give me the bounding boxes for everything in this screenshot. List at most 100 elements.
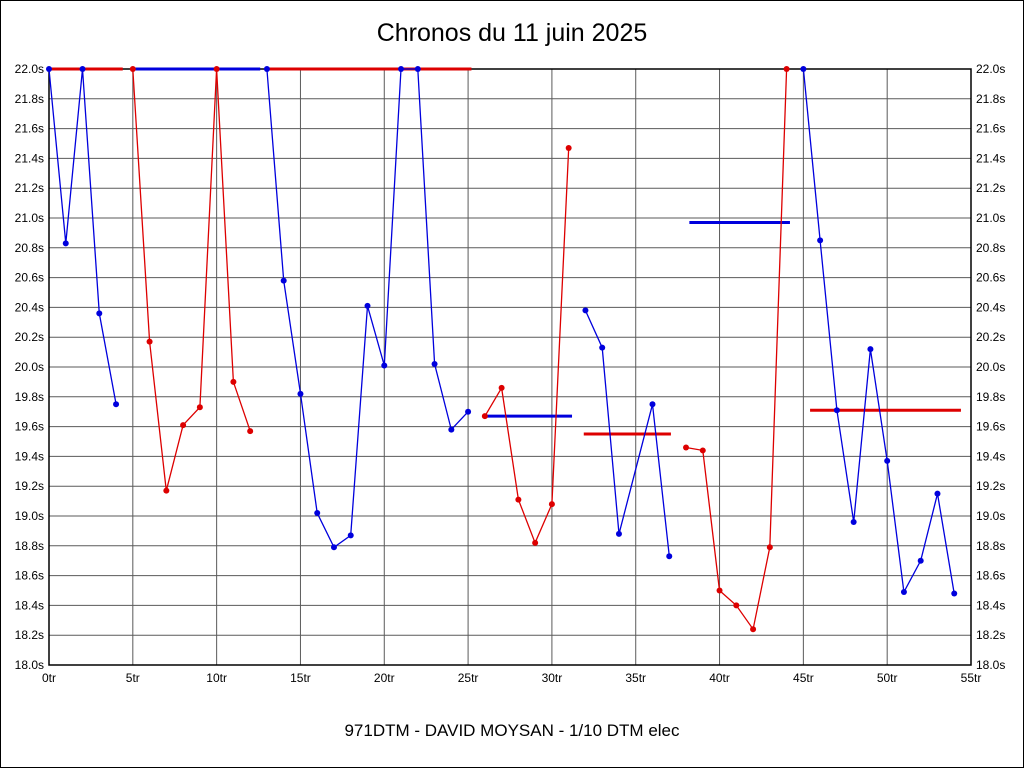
x-tick-label: 10tr <box>206 671 227 685</box>
y-tick-label-right: 19.6s <box>976 420 1005 434</box>
y-tick-label-right: 20.4s <box>976 300 1005 314</box>
run-red-line <box>132 68 251 491</box>
run-blue-point <box>666 553 673 560</box>
y-tick-label-left: 20.2s <box>15 330 44 344</box>
run-blue-point <box>79 66 86 72</box>
y-tick-label-right: 21.0s <box>976 211 1005 225</box>
y-tick-label-right: 19.0s <box>976 509 1005 523</box>
run-red-point <box>548 501 555 508</box>
y-tick-label-left: 21.2s <box>15 181 44 195</box>
x-tick-label: 30tr <box>542 671 563 685</box>
run-red-point <box>750 626 757 633</box>
run-blue-point <box>314 510 321 517</box>
run-red-line <box>484 147 570 545</box>
y-tick-label-left: 19.0s <box>15 509 44 523</box>
run-blue-point <box>330 544 337 551</box>
run-red-point <box>498 384 505 391</box>
y-tick-label-right: 18.6s <box>976 569 1005 583</box>
y-tick-label-right: 20.0s <box>976 360 1005 374</box>
run-blue-line <box>802 68 955 595</box>
chart-title: Chronos du 11 juin 2025 <box>376 19 648 47</box>
x-tick-label: 5tr <box>126 671 140 685</box>
run-red-point <box>163 487 170 494</box>
plot-border <box>48 68 972 666</box>
x-tick-label: 0tr <box>42 671 56 685</box>
run-blue-point <box>96 310 103 317</box>
y-tick-label-right: 18.4s <box>976 598 1005 612</box>
run-red-point <box>247 428 254 435</box>
run-red-point <box>766 544 773 551</box>
run-red-point <box>196 404 203 411</box>
run-red-point <box>565 144 572 151</box>
y-tick-label-left: 18.2s <box>15 628 44 642</box>
y-tick-label-left: 19.2s <box>15 479 44 493</box>
y-tick-label-right: 19.4s <box>976 449 1005 463</box>
run-blue-point <box>347 532 354 539</box>
run-blue-point <box>431 361 438 368</box>
y-tick-label-right: 18.2s <box>976 628 1005 642</box>
y-tick-label-right: 20.8s <box>976 241 1005 255</box>
y-tick-label-right: 21.4s <box>976 151 1005 165</box>
run-blue-point <box>833 407 840 414</box>
run-red-point <box>699 447 706 454</box>
y-tick-label-left: 18.0s <box>15 658 44 672</box>
run-red-point <box>180 422 187 429</box>
run-red-point <box>481 413 488 420</box>
y-tick-label-left: 20.0s <box>15 360 44 374</box>
y-tick-label-left: 21.0s <box>15 211 44 225</box>
y-tick-label-left: 22.0s <box>15 62 44 76</box>
run-blue-point <box>297 390 304 397</box>
run-blue-point <box>615 530 622 537</box>
run-red-point <box>783 66 790 72</box>
x-tick-label: 40tr <box>709 671 730 685</box>
run-blue-point <box>398 66 405 72</box>
run-blue-point <box>448 426 455 433</box>
run-blue-point <box>280 277 287 284</box>
run-blue-point <box>951 590 958 597</box>
y-tick-label-left: 18.6s <box>15 569 44 583</box>
run-red-point <box>532 539 539 546</box>
run-red-point <box>213 66 220 72</box>
run-red-point <box>230 378 237 385</box>
x-tick-label: 20tr <box>374 671 395 685</box>
run-red-point <box>716 587 723 594</box>
y-tick-label-right: 20.2s <box>976 330 1005 344</box>
run-blue-point <box>917 557 924 564</box>
run-blue-point <box>364 302 371 309</box>
run-red-point <box>515 496 522 503</box>
y-tick-label-right: 21.2s <box>976 181 1005 195</box>
y-tick-label-right: 21.6s <box>976 122 1005 136</box>
y-tick-label-right: 19.2s <box>976 479 1005 493</box>
run-blue-point <box>263 66 270 72</box>
run-blue-point <box>414 66 421 72</box>
run-blue-point <box>800 66 807 72</box>
run-red-point <box>129 66 136 72</box>
y-tick-label-right: 18.0s <box>976 658 1005 672</box>
run-blue-point <box>582 307 589 314</box>
run-red-point <box>683 444 690 451</box>
run-blue-point <box>62 240 69 247</box>
y-tick-label-left: 20.4s <box>15 300 44 314</box>
run-blue-point <box>850 518 857 525</box>
x-tick-label: 45tr <box>793 671 814 685</box>
y-tick-label-left: 21.4s <box>15 151 44 165</box>
y-tick-label-right: 21.8s <box>976 92 1005 106</box>
y-tick-label-right: 22.0s <box>976 62 1005 76</box>
run-blue-point <box>900 588 907 595</box>
y-tick-label-right: 20.6s <box>976 271 1005 285</box>
y-tick-label-right: 18.8s <box>976 539 1005 553</box>
run-blue-point <box>381 362 388 369</box>
run-blue-line <box>48 68 117 405</box>
run-blue-point <box>884 457 891 464</box>
x-tick-label: 55tr <box>961 671 982 685</box>
y-tick-label-left: 18.8s <box>15 539 44 553</box>
y-tick-label-left: 20.8s <box>15 241 44 255</box>
run-blue-point <box>46 66 52 72</box>
y-tick-label-left: 21.8s <box>15 92 44 106</box>
run-blue-point <box>599 344 606 351</box>
x-tick-label: 25tr <box>458 671 479 685</box>
run-blue-point <box>817 237 824 244</box>
x-tick-label: 50tr <box>877 671 898 685</box>
